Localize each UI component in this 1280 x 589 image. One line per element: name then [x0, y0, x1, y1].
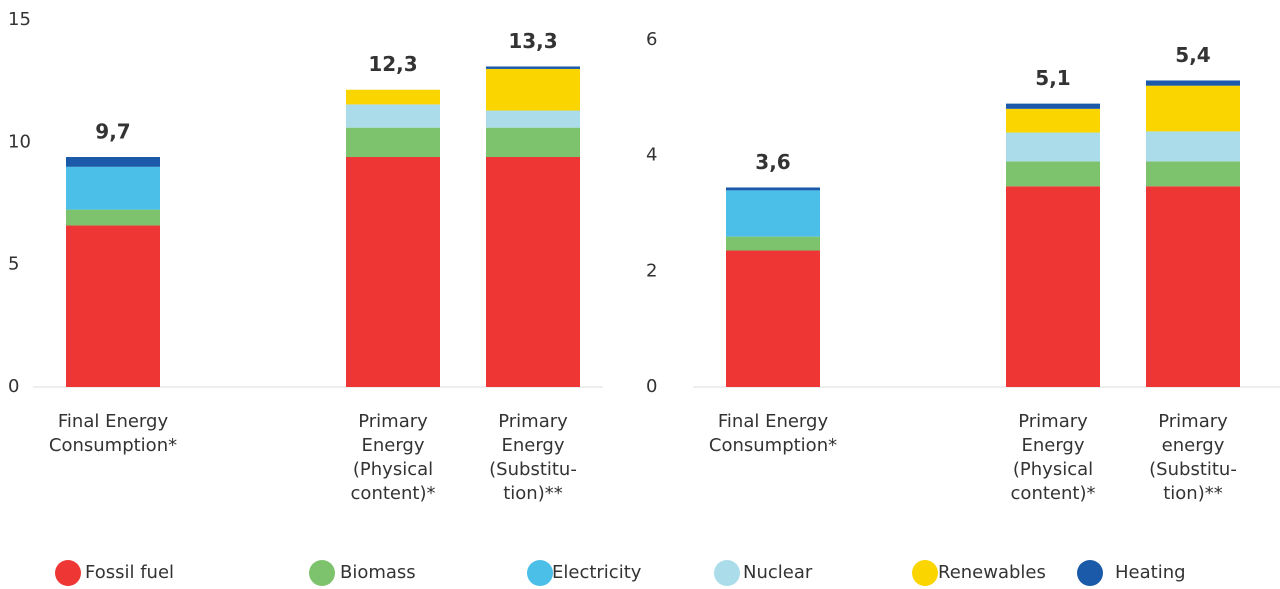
total-label: 9,7 — [95, 120, 130, 144]
x-tick-label: Final Energy Consumption* — [48, 411, 178, 456]
legend-label: Fossil fuel — [85, 562, 174, 583]
bar-segment — [346, 104, 440, 128]
y-tick-label: 0 — [646, 376, 657, 397]
x-tick-label: Primary Energy (Substitu- tion)** — [489, 411, 577, 504]
bar-segment — [1146, 131, 1240, 162]
bar-segment — [486, 157, 580, 387]
total-label: 5,4 — [1175, 43, 1210, 67]
total-label: 5,1 — [1035, 66, 1070, 90]
total-label: 3,6 — [755, 150, 790, 174]
bar-segment — [1146, 186, 1240, 387]
bar-segment — [726, 250, 820, 387]
legend-label: Heating — [1115, 562, 1186, 583]
bar-segment — [1006, 161, 1100, 187]
bar-segment — [486, 68, 580, 111]
y-tick-label: 4 — [646, 145, 657, 166]
bar-segment — [726, 187, 820, 191]
total-label: 13,3 — [508, 29, 557, 53]
legend-swatch — [1077, 560, 1103, 586]
legend-label: Renewables — [938, 562, 1046, 583]
bar-segment — [486, 110, 580, 128]
y-tick-label: 6 — [646, 29, 657, 50]
y-tick-label: 15 — [8, 9, 31, 30]
x-tick-label: Final Energy Consumption* — [708, 411, 838, 456]
bar-segment — [346, 89, 440, 105]
legend-swatch — [309, 560, 335, 586]
bar-segment — [726, 190, 820, 237]
y-tick-label: 0 — [8, 376, 19, 397]
legend-swatch — [912, 560, 938, 586]
bar-segment — [346, 157, 440, 387]
bar-segment — [1006, 103, 1100, 109]
bar-segment — [66, 225, 160, 387]
x-tick-label: Primary Energy (Physical content)* — [350, 411, 436, 504]
total-label: 12,3 — [368, 52, 417, 76]
bar-segment — [1146, 80, 1240, 86]
bar-segment — [1006, 186, 1100, 387]
bar-segment — [486, 66, 580, 69]
x-tick-label: Primary energy (Substitu- tion)** — [1149, 411, 1237, 504]
bar-segment — [1146, 85, 1240, 132]
legend-swatch — [714, 560, 740, 586]
legend-swatch — [527, 560, 553, 586]
legend-label: Biomass — [340, 562, 416, 583]
bar-segment — [1006, 108, 1100, 133]
legend-label: Nuclear — [743, 562, 813, 583]
legend-swatch — [55, 560, 81, 586]
bar-segment — [1146, 161, 1240, 187]
bar-segment — [66, 209, 160, 226]
legend-label: Electricity — [552, 562, 642, 583]
x-tick-label: Primary Energy (Physical content)* — [1010, 411, 1096, 504]
y-tick-label: 5 — [8, 254, 19, 275]
bar-segment — [66, 166, 160, 210]
bar-segment — [1006, 132, 1100, 162]
bar-segment — [486, 127, 580, 158]
y-tick-label: 10 — [8, 131, 31, 152]
bar-segment — [346, 127, 440, 158]
y-tick-label: 2 — [646, 260, 657, 281]
bar-segment — [726, 236, 820, 251]
bar-segment — [66, 157, 160, 167]
